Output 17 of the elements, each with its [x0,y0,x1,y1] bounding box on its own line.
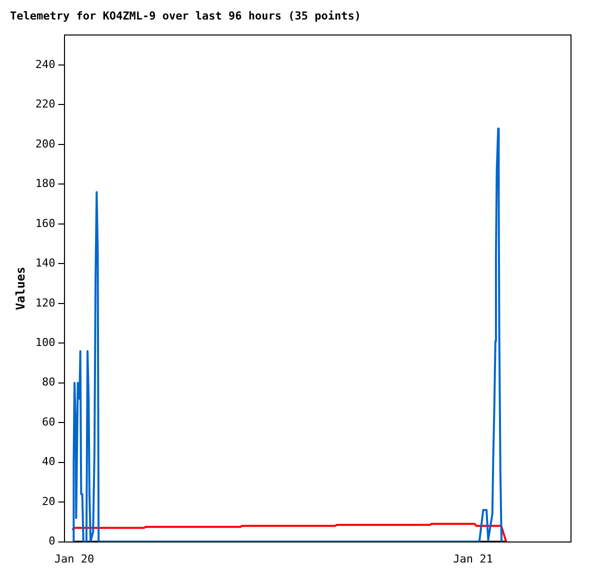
y-tick-label: 240 [35,58,56,71]
x-tick-label: Jan 21 [453,552,493,566]
y-tick-label: 0 [48,534,56,548]
y-tick-label: 180 [35,177,56,190]
y-tick-label: 20 [42,494,56,508]
y-tick-label: 220 [35,98,56,111]
y-tick-label: 100 [35,336,56,349]
y-tick-label: 80 [42,376,56,389]
y-tick-label: 60 [42,415,56,428]
y-tick-label: 200 [35,137,56,150]
x-tick-label: Jan 20 [54,552,94,566]
chart-title: Telemetry for KO4ZML-9 over last 96 hours (35 points) [10,9,361,22]
y-axis-title: Values [13,266,28,310]
y-tick-label: 140 [35,256,56,270]
y-tick-label: 120 [35,296,56,310]
y-tick-label: 160 [35,216,56,230]
y-tick-label: 40 [42,455,56,468]
